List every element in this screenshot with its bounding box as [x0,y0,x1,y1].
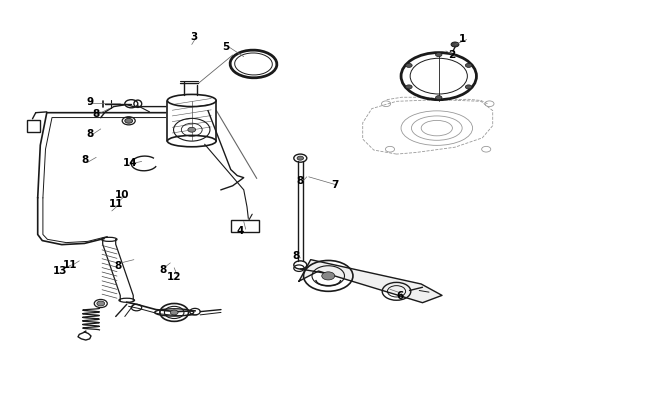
Circle shape [170,310,178,315]
Circle shape [322,272,335,280]
Text: 8: 8 [292,250,300,260]
FancyBboxPatch shape [231,221,259,232]
Text: 8: 8 [92,109,100,118]
Circle shape [436,53,442,58]
Polygon shape [299,260,442,303]
Circle shape [406,86,412,90]
Text: 10: 10 [115,190,129,199]
Text: 2: 2 [448,50,456,60]
Text: 11: 11 [63,259,77,269]
Circle shape [465,64,472,68]
Circle shape [451,43,459,48]
Text: 14: 14 [123,158,137,168]
FancyBboxPatch shape [27,121,40,133]
Text: 8: 8 [159,264,166,274]
Text: 11: 11 [109,198,123,208]
Circle shape [188,128,196,133]
Text: 6: 6 [396,291,404,301]
Text: 12: 12 [167,271,181,281]
Text: 1: 1 [459,34,467,43]
Circle shape [436,96,442,100]
Circle shape [125,119,133,124]
Circle shape [297,157,304,161]
Circle shape [465,86,472,90]
Text: 8: 8 [114,260,122,270]
Text: 7: 7 [331,179,339,189]
Text: 3: 3 [190,32,198,41]
Text: 9: 9 [86,96,93,106]
Text: 5: 5 [222,42,230,51]
Circle shape [406,64,412,68]
Text: 13: 13 [53,266,67,275]
Text: 8: 8 [296,175,304,185]
Text: 4: 4 [237,226,244,236]
Text: 8: 8 [81,155,88,165]
Text: 8: 8 [86,129,94,139]
Circle shape [97,301,105,306]
